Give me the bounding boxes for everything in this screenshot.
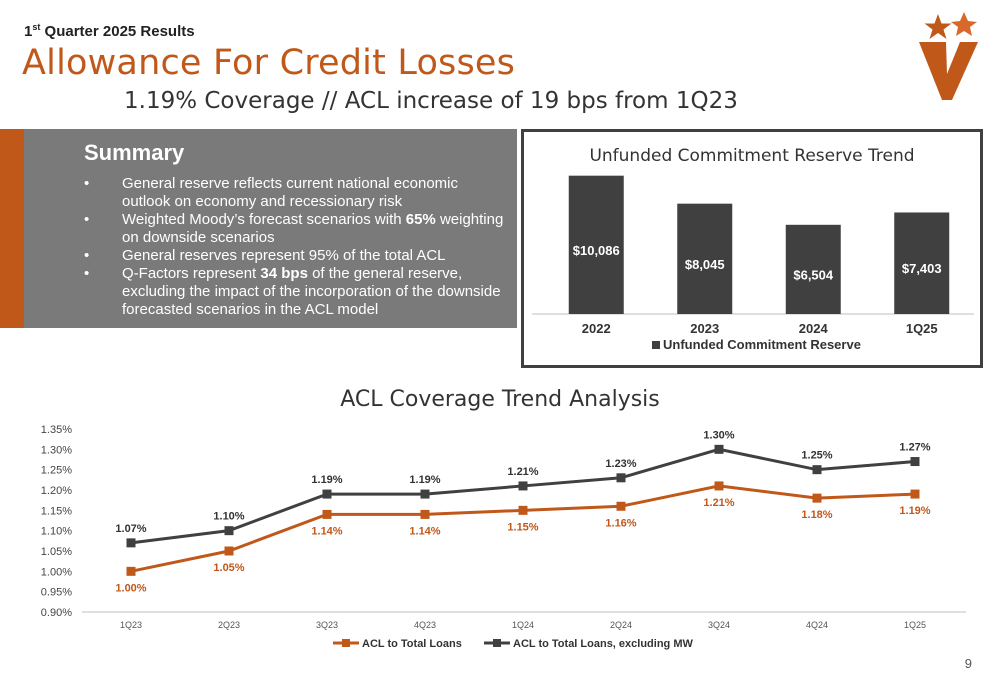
bar-data-label: $10,086 xyxy=(573,243,620,258)
data-point-marker xyxy=(616,501,626,511)
data-point-marker xyxy=(224,546,234,556)
data-point-label: 1.16% xyxy=(605,517,636,529)
bar-legend-label: Unfunded Commitment Reserve xyxy=(663,337,861,352)
data-point-label: 1.27% xyxy=(899,442,930,454)
x-tick-label: 3Q23 xyxy=(316,620,338,630)
data-point-label: 1.19% xyxy=(311,474,342,486)
summary-heading: Summary xyxy=(84,140,185,165)
summary-bullet: Q-Factors represent 34 bps of the genera… xyxy=(84,265,509,319)
unfunded-reserve-bar-chart: Unfunded Commitment Reserve Trend $10,086… xyxy=(532,146,974,352)
y-tick-label: 1.15% xyxy=(41,505,72,517)
y-tick-label: 1.30% xyxy=(41,444,72,456)
data-point-label: 1.15% xyxy=(507,521,538,533)
star-v-logo-icon xyxy=(919,12,978,100)
legend-label: ACL to Total Loans xyxy=(362,638,462,650)
y-tick-label: 1.10% xyxy=(41,526,72,538)
data-point-marker xyxy=(126,538,136,548)
summary-panel: Summary General reserve reflects current… xyxy=(24,129,517,328)
bar-chart-title: Unfunded Commitment Reserve Trend xyxy=(589,146,914,166)
y-tick-label: 1.20% xyxy=(41,485,72,497)
bar-category-label: 2024 xyxy=(799,321,829,336)
page-number: 9 xyxy=(964,656,972,671)
bar-2024 xyxy=(785,224,841,314)
y-tick-label: 1.05% xyxy=(41,546,72,558)
unfunded-reserve-chart-box: Unfunded Commitment Reserve Trend $10,086… xyxy=(521,129,983,368)
data-point-label: 1.00% xyxy=(115,582,146,594)
x-tick-label: 2Q24 xyxy=(610,620,632,630)
summary-list: General reserve reflects current nationa… xyxy=(84,175,509,319)
x-tick-label: 1Q25 xyxy=(904,620,926,630)
data-point-label: 1.18% xyxy=(801,509,832,521)
x-tick-label: 4Q24 xyxy=(806,620,828,630)
data-point-label: 1.25% xyxy=(801,450,832,462)
data-point-marker xyxy=(322,509,332,519)
data-point-marker xyxy=(420,509,430,519)
x-tick-label: 2Q23 xyxy=(218,620,240,630)
y-tick-label: 0.95% xyxy=(41,587,72,599)
page-subtitle: 1.19% Coverage // ACL increase of 19 bps… xyxy=(124,88,738,114)
bar-data-label: $7,403 xyxy=(902,261,942,276)
acl-coverage-line-chart: 1.35% 1.30% 1.25% 1.20% 1.15% 1.10% 1.05% 1.00%… xyxy=(41,424,966,650)
data-point-marker xyxy=(322,489,332,499)
data-point-marker xyxy=(714,444,724,454)
data-point-label: 1.14% xyxy=(311,525,342,537)
summary-bullet: General reserve reflects current nationa… xyxy=(84,175,509,211)
x-tick-label: 1Q23 xyxy=(120,620,142,630)
data-point-label: 1.19% xyxy=(899,505,930,517)
x-tick-label: 4Q23 xyxy=(414,620,436,630)
legend-marker-swatch xyxy=(493,639,501,647)
bar-1Q25 xyxy=(894,212,950,314)
data-point-label: 1.10% xyxy=(213,511,244,523)
bar-data-label: $8,045 xyxy=(685,257,725,272)
y-tick-label: 1.25% xyxy=(41,465,72,477)
y-tick-label: 1.35% xyxy=(41,424,72,436)
summary-bullet: General reserves represent 95% of the to… xyxy=(84,247,509,265)
legend-marker-swatch xyxy=(342,639,350,647)
x-tick-label: 3Q24 xyxy=(708,620,730,630)
summary-bullet: Weighted Moody’s forecast scenarios with… xyxy=(84,211,509,247)
data-point-marker xyxy=(910,457,920,467)
data-point-marker xyxy=(812,465,822,475)
data-point-label: 1.21% xyxy=(703,497,734,509)
data-point-label: 1.07% xyxy=(115,523,146,535)
data-point-marker xyxy=(518,481,528,491)
x-tick-label: 1Q24 xyxy=(512,620,534,630)
data-point-marker xyxy=(126,566,136,576)
data-point-label: 1.23% xyxy=(605,458,636,470)
data-point-label: 1.05% xyxy=(213,562,244,574)
data-point-label: 1.14% xyxy=(409,525,440,537)
legend-label: ACL to Total Loans, excluding MW xyxy=(513,638,693,650)
y-tick-label: 0.90% xyxy=(41,607,72,619)
data-point-marker xyxy=(812,493,822,503)
bar-category-label: 2023 xyxy=(690,321,719,336)
data-point-marker xyxy=(420,489,430,499)
data-point-label: 1.19% xyxy=(409,474,440,486)
page-title: Allowance For Credit Losses xyxy=(22,43,516,83)
y-tick-label: 1.00% xyxy=(41,566,72,578)
bar-legend-swatch xyxy=(652,341,660,349)
summary-accent-bar xyxy=(0,129,24,328)
data-point-label: 1.21% xyxy=(507,466,538,478)
bar-category-label: 1Q25 xyxy=(906,321,938,336)
bar-category-label: 2022 xyxy=(582,321,611,336)
data-point-marker xyxy=(518,505,528,515)
quarter-label: 1st Quarter 2025 Results xyxy=(24,22,195,40)
bar-data-label: $6,504 xyxy=(793,267,834,282)
data-point-label: 1.30% xyxy=(703,429,734,441)
data-point-marker xyxy=(616,473,626,483)
bar-2023 xyxy=(677,203,733,314)
data-point-marker xyxy=(714,481,724,491)
bar-2022 xyxy=(568,175,624,314)
acl-trend-chart-title: ACL Coverage Trend Analysis xyxy=(340,387,660,412)
data-point-marker xyxy=(224,526,234,536)
data-point-marker xyxy=(910,489,920,499)
